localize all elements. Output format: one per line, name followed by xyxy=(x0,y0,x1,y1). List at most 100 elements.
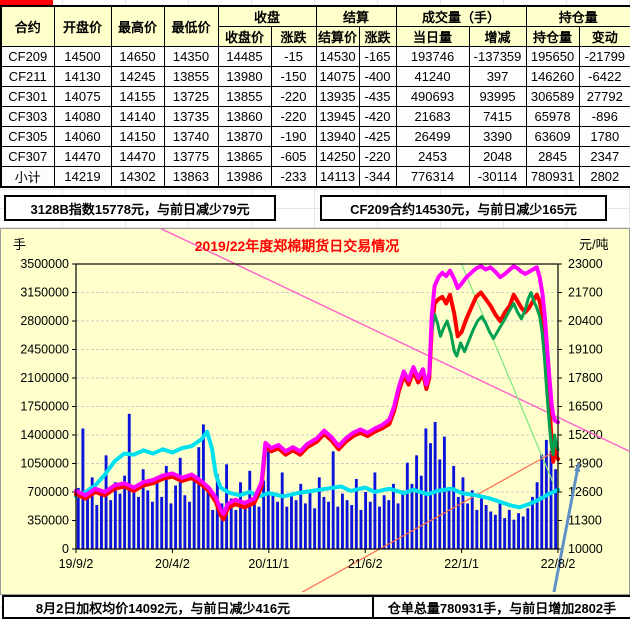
volume-bar xyxy=(317,477,321,549)
volume-bar xyxy=(285,506,289,549)
x-axis-tick-label: 22/1/1 xyxy=(444,557,479,571)
right-axis-tick-label: 17800 xyxy=(568,371,603,385)
volume-bar xyxy=(391,483,395,549)
volume-bar xyxy=(517,513,520,549)
table-cell: 2453 xyxy=(395,146,470,167)
contract-cell: CF303 xyxy=(0,106,55,127)
table-row: CF211 14130 14245 13855 13980 -150 14075 -400 41… xyxy=(0,66,630,87)
table-cell: 490693 xyxy=(395,86,470,107)
volume-bar xyxy=(132,487,136,549)
cf209-status-text: CF209合约14530元，与前日减少165元 xyxy=(350,201,577,217)
volume-bar xyxy=(192,475,196,549)
col-header-oi: 持仓量 xyxy=(525,26,580,47)
volume-bar xyxy=(220,503,224,549)
table-cell: -605 xyxy=(270,146,317,167)
table-cell: 2048 xyxy=(468,146,527,167)
left-axis-tick-label: 0 xyxy=(62,542,69,556)
table-row: 小计 14219 14302 13863 13986 -233 14113 -344 77631… xyxy=(0,166,630,188)
volume-bar xyxy=(531,496,534,549)
table-cell: 14150 xyxy=(110,126,165,147)
volume-bar xyxy=(549,451,553,549)
volume-bar xyxy=(276,501,279,549)
volume-bar xyxy=(373,472,377,549)
table-cell: 1780 xyxy=(578,126,630,147)
col-header-vol-chg: 增减 xyxy=(468,26,527,47)
left-axis-tick-label: 3150000 xyxy=(20,286,69,300)
contract-cell: 小计 xyxy=(0,166,55,188)
col-header-high: 最高价 xyxy=(110,5,165,47)
table-cell: 146260 xyxy=(525,66,580,87)
table-cell: 14075 xyxy=(53,86,112,107)
volume-bar xyxy=(433,421,437,549)
volume-bar xyxy=(489,511,493,549)
volume-bar xyxy=(271,492,275,549)
volume-bar xyxy=(554,469,558,549)
table-cell: 193746 xyxy=(395,46,470,67)
contract-cell: CF209 xyxy=(0,46,55,67)
col-header-settle-chg: 涨跌 xyxy=(358,26,397,47)
table-cell: 13980 xyxy=(217,66,272,87)
volume-bar xyxy=(345,500,349,549)
volume-bar xyxy=(475,509,479,549)
volume-bar xyxy=(480,498,483,549)
volume-bar xyxy=(405,462,409,549)
table-cell: -233 xyxy=(270,166,317,188)
table-cell: -15 xyxy=(270,46,317,67)
table-cell: -400 xyxy=(358,66,397,87)
volume-bar xyxy=(493,514,497,549)
volume-bar xyxy=(299,483,303,549)
table-row: CF303 14080 14140 13735 13860 -220 13945 -420 21… xyxy=(0,106,630,127)
table-cell: 14113 xyxy=(315,166,360,188)
volume-bar xyxy=(81,428,85,549)
col-header-settle: 结算价 xyxy=(315,26,360,47)
volume-bar xyxy=(466,503,470,549)
table-cell: 13935 xyxy=(315,86,360,107)
table-cell: 2347 xyxy=(578,146,630,167)
table-cell: -6422 xyxy=(578,66,630,87)
volume-bar xyxy=(95,505,99,549)
table-cell: -137359 xyxy=(468,46,527,67)
volume-bar xyxy=(123,475,127,549)
col-header-open: 开盘价 xyxy=(53,5,112,47)
col-header-close: 收盘价 xyxy=(217,26,272,47)
table-cell: 26499 xyxy=(395,126,470,147)
volume-bar xyxy=(442,436,446,549)
table-cell: 397 xyxy=(468,66,527,87)
volume-bar xyxy=(206,492,210,549)
col-header-contract: 合约 xyxy=(0,5,55,47)
volume-bar xyxy=(178,457,182,549)
volume-bar xyxy=(127,413,131,549)
table-cell: 2802 xyxy=(578,166,630,188)
volume-bar xyxy=(313,508,317,549)
x-axis-tick-label: 20/4/2 xyxy=(155,557,190,571)
right-axis-tick-label: 13900 xyxy=(568,457,603,471)
volume-bar xyxy=(100,492,103,549)
volume-bar xyxy=(294,500,298,549)
left-axis-tick-label: 2450000 xyxy=(20,343,69,357)
table-cell: -30114 xyxy=(468,166,527,188)
table-cell: 14080 xyxy=(53,106,112,127)
volume-bar xyxy=(104,455,108,549)
volume-bar xyxy=(229,498,233,549)
volume-bar xyxy=(461,477,465,549)
table-cell: 13945 xyxy=(315,106,360,127)
table-cell: 2845 xyxy=(525,146,580,167)
volume-bar xyxy=(113,482,117,549)
table-cell: 27792 xyxy=(578,86,630,107)
volume-bar xyxy=(290,495,293,549)
volume-bar xyxy=(540,454,544,549)
table-cell: 14140 xyxy=(110,106,165,127)
left-axis-tick-label: 2800000 xyxy=(20,314,69,328)
x-axis-tick-label: 22/8/2 xyxy=(541,557,576,571)
right-axis-tick-label: 16500 xyxy=(568,400,603,414)
volume-bar xyxy=(141,469,145,549)
volume-bar xyxy=(331,451,335,549)
right-axis-unit-label: 元/吨 xyxy=(579,237,609,252)
volume-bar xyxy=(90,477,94,549)
volume-bar xyxy=(109,500,113,549)
table-cell: -150 xyxy=(270,66,317,87)
table-cell: 14060 xyxy=(53,126,112,147)
volume-bar xyxy=(155,478,159,549)
weighted-average-status-text: 8月2日加权均价14092元，与前日减少416元 xyxy=(35,600,291,616)
